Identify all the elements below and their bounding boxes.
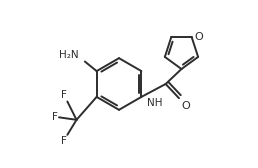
Text: F: F (61, 90, 67, 100)
Text: H₂N: H₂N (59, 50, 78, 60)
Text: O: O (195, 32, 204, 42)
Text: O: O (181, 101, 190, 111)
Text: F: F (61, 136, 67, 146)
Text: NH: NH (147, 98, 163, 108)
Text: F: F (52, 112, 58, 122)
